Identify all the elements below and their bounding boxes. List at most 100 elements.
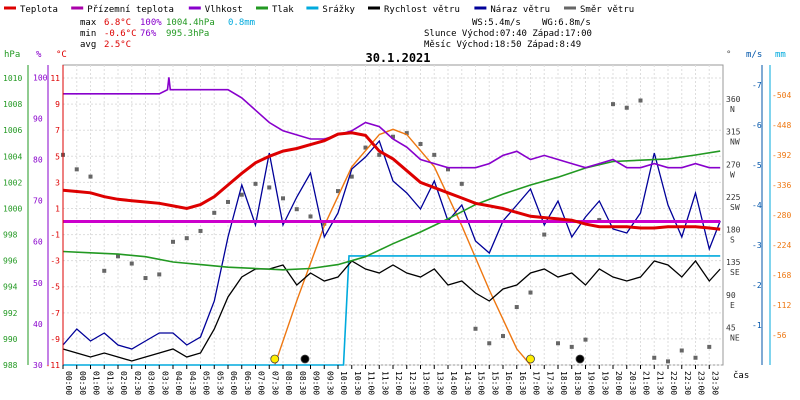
- wind-direction-point-33: [514, 305, 519, 310]
- x-tick-label-21: 10:30: [353, 371, 362, 395]
- y-tick-humidity-0: 30: [33, 361, 43, 370]
- y-tick-humidity-6: 90: [33, 114, 43, 123]
- legend-item-2: Vlhkost: [205, 5, 243, 15]
- y-tick-pressure-4: 996: [3, 257, 18, 266]
- x-tick-label-4: 02:00: [119, 371, 128, 395]
- stat-max-label: max: [80, 18, 97, 28]
- x-tick-label-18: 09:00: [312, 371, 321, 395]
- axes: 00:00 00:30 01:00 01:30 02:00 02:30 03:00 03:30…: [3, 65, 791, 395]
- y-tick-wind-6: -7: [752, 81, 762, 90]
- wind-direction-point-21: [349, 174, 354, 179]
- wind-direction-point-1: [74, 167, 79, 172]
- marker-moonrise: [575, 354, 585, 364]
- x-tick-label-10: 05:00: [202, 371, 211, 395]
- x-tick-label-8: 04:00: [174, 371, 183, 395]
- y-tick-solar-6: -392: [772, 151, 791, 160]
- series-line-2: [63, 77, 721, 169]
- stat-min-hum: 76%: [140, 29, 157, 39]
- x-tick-label-39: 19:30: [600, 371, 609, 395]
- wind-direction-point-2: [88, 174, 93, 179]
- x-tick-label-11: 05:30: [215, 371, 224, 395]
- stat-max-rain: 0.8mm: [228, 18, 255, 28]
- y-tick-temperature-6: 1: [55, 204, 60, 213]
- y-tick-direction-label-5: W: [730, 170, 735, 179]
- wind-direction-point-25: [404, 131, 409, 136]
- y-tick-humidity-4: 70: [33, 197, 43, 206]
- wind-direction-point-45: [679, 348, 684, 353]
- wind-direction-point-36: [556, 341, 560, 346]
- y-tick-direction-label-7: N: [730, 105, 735, 114]
- wind-direction-point-20: [336, 189, 340, 194]
- wind-direction-point-17: [294, 207, 299, 212]
- y-tick-solar-2: -168: [772, 271, 791, 280]
- wind-direction-point-41: [624, 105, 629, 110]
- y-tick-direction-label-1: E: [730, 301, 735, 310]
- axis-header-pct: %: [36, 50, 42, 60]
- wind-direction-point-3: [102, 268, 107, 273]
- x-tick-label-42: 21:00: [642, 371, 651, 395]
- stat-min-temp: -0.6°C: [104, 29, 137, 39]
- x-tick-label-14: 07:00: [257, 371, 266, 395]
- wind-direction-point-19: [322, 221, 327, 226]
- y-tick-pressure-11: 1010: [3, 74, 22, 83]
- series-line-6: [62, 139, 721, 350]
- axis-header-degc: °C: [56, 50, 67, 60]
- x-tick-label-31: 15:30: [490, 371, 499, 395]
- y-tick-direction-5: 270: [726, 160, 741, 169]
- y-tick-direction-1: 90: [726, 291, 736, 300]
- x-tick-label-28: 14:00: [449, 371, 458, 395]
- y-tick-direction-4: 225: [726, 193, 741, 202]
- legend-item-5: Rychlost větru: [384, 5, 460, 15]
- wind-direction-point-28: [446, 167, 450, 172]
- legend-item-7: Směr větru: [580, 5, 634, 15]
- wind-direction-point-34: [528, 290, 533, 295]
- grid: [62, 64, 724, 366]
- y-tick-wind-5: -6: [752, 121, 762, 130]
- y-tick-pressure-0: 988: [3, 361, 18, 370]
- wind-direction-point-37: [569, 344, 574, 349]
- x-tick-label-0: 00:00: [64, 371, 73, 395]
- x-tick-label-25: 12:30: [408, 371, 417, 395]
- y-tick-solar-4: -280: [772, 211, 791, 220]
- x-tick-label-45: 22:30: [683, 371, 692, 395]
- wind-direction-point-26: [418, 141, 423, 146]
- x-tick-label-23: 11:30: [380, 371, 389, 395]
- wind-direction-point-46: [693, 355, 698, 360]
- y-tick-temperature-2: -7: [50, 309, 60, 318]
- y-tick-temperature-0: -11: [46, 361, 61, 370]
- y-tick-humidity-7: 100: [33, 73, 48, 82]
- series-line-4: [63, 255, 721, 366]
- y-tick-direction-label-4: SW: [730, 203, 740, 212]
- stat-wg: WG:6.8m/s: [542, 18, 591, 28]
- legend-item-1: Přízemní teplota: [87, 5, 174, 15]
- wind-direction-point-18: [308, 214, 313, 219]
- wind-direction-point-15: [267, 185, 272, 190]
- stat-ws: WS:5.4m/s: [472, 18, 521, 28]
- wind-direction-point-4: [116, 254, 120, 259]
- wind-direction-point-11: [212, 210, 217, 215]
- x-tick-label-32: 16:00: [504, 371, 513, 395]
- y-tick-temperature-11: 11: [50, 74, 60, 83]
- stat-max-hum: 100%: [140, 18, 162, 28]
- y-tick-humidity-2: 50: [33, 279, 43, 288]
- y-tick-direction-label-0: NE: [730, 333, 740, 342]
- y-tick-pressure-9: 1006: [3, 126, 22, 135]
- wind-direction-point-42: [638, 98, 643, 103]
- x-tick-label-41: 20:30: [628, 371, 637, 395]
- wind-direction-point-10: [198, 228, 203, 233]
- y-tick-pressure-7: 1002: [3, 178, 22, 187]
- x-tick-label-37: 18:30: [573, 371, 582, 395]
- wind-direction-point-6: [143, 276, 148, 281]
- y-tick-wind-3: -4: [752, 201, 762, 210]
- x-tick-label-38: 19:00: [587, 371, 596, 395]
- x-tick-label-5: 02:30: [133, 371, 142, 395]
- legend: Teplota Přízemní teplota Vlhkost Tlak Srážky…: [4, 5, 634, 15]
- x-tick-label-9: 04:30: [188, 371, 197, 395]
- wind-direction-point-35: [542, 232, 547, 237]
- y-tick-temperature-7: 3: [55, 178, 60, 187]
- wind-direction-point-12: [226, 199, 230, 204]
- wind-direction-point-27: [432, 152, 437, 157]
- y-tick-wind-0: -1: [752, 321, 762, 330]
- marker-moonset: [300, 354, 310, 364]
- x-tick-label-24: 12:00: [394, 371, 403, 395]
